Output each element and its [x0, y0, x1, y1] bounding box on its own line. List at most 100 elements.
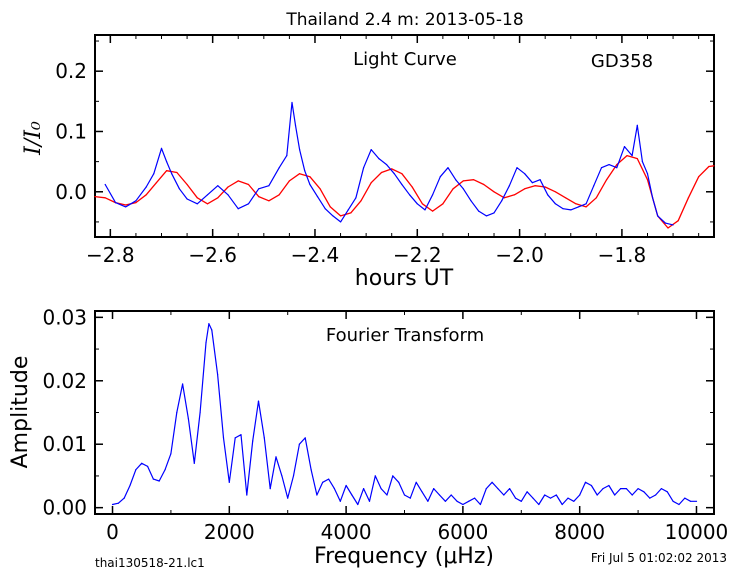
fit-point	[698, 176, 700, 178]
data-point	[393, 173, 395, 175]
data-point	[432, 194, 434, 196]
data-point	[205, 342, 207, 344]
fit-point	[319, 188, 321, 190]
data-point	[152, 478, 154, 480]
data-point	[339, 500, 341, 502]
data-point	[526, 491, 528, 493]
data-point	[478, 210, 480, 212]
data-point	[166, 161, 168, 163]
light-curve-title: Light Curve	[353, 49, 457, 70]
data-point	[268, 185, 270, 187]
data-point	[684, 497, 686, 499]
data-point	[211, 329, 213, 331]
data-point	[125, 206, 127, 208]
data-point	[263, 437, 265, 439]
data-point	[324, 208, 326, 210]
data-point	[164, 469, 166, 471]
data-point	[392, 475, 394, 477]
fit-point	[544, 186, 546, 188]
fit-point	[473, 179, 475, 181]
data-point	[409, 497, 411, 499]
x-tick-label: −2.8	[86, 243, 135, 267]
data-point	[186, 198, 188, 200]
fit-point	[616, 164, 618, 166]
data-point	[316, 196, 319, 198]
data-point	[501, 200, 503, 202]
data-point	[409, 194, 411, 196]
y-tick-label: 0.02	[42, 369, 87, 393]
data-point	[416, 203, 418, 205]
data-point	[596, 494, 598, 496]
data-point	[590, 484, 593, 487]
data-point	[114, 202, 117, 204]
data-point	[322, 481, 324, 483]
light-curve-panel: −2.8 −2.6 −2.4 −2.2 −2.0 −1.8 0.0 0.1 0.2 Light …	[21, 34, 715, 291]
data-point	[386, 164, 388, 166]
fourier-title: Fourier Transform	[326, 325, 484, 346]
data-point	[333, 488, 335, 490]
light-curve-x-label: hours UT	[355, 266, 454, 291]
data-point	[444, 500, 446, 502]
data-point	[206, 194, 209, 196]
data-point	[287, 497, 289, 499]
data-point	[474, 497, 476, 499]
fit-point	[227, 186, 229, 188]
data-point	[539, 179, 541, 181]
fit-point	[340, 215, 342, 217]
light-curve-data-series	[104, 101, 674, 226]
x-tick-label: 4000	[321, 520, 372, 544]
data-point	[584, 481, 587, 483]
data-point	[160, 147, 163, 149]
data-point	[363, 488, 365, 490]
data-point	[549, 497, 552, 499]
y-tick-label: 0.2	[55, 59, 87, 83]
data-point	[246, 494, 248, 496]
fit-point	[677, 220, 679, 222]
fit-point	[401, 173, 403, 175]
fit-point	[646, 179, 649, 181]
data-point	[171, 173, 173, 175]
fit-point	[513, 194, 516, 196]
fit-point	[206, 203, 209, 205]
data-point	[309, 183, 311, 186]
data-point	[217, 185, 219, 187]
y-tick-label: 0.1	[55, 119, 87, 143]
data-point	[672, 500, 674, 502]
data-point	[660, 488, 663, 490]
fit-point	[268, 200, 270, 202]
data-point	[643, 491, 645, 493]
data-point	[538, 503, 540, 506]
x-tick-label: −2.6	[188, 243, 237, 267]
data-point	[269, 488, 271, 490]
data-point	[228, 481, 230, 483]
data-point	[424, 209, 426, 211]
x-tick-label: 10000	[665, 520, 729, 544]
data-point	[304, 437, 306, 439]
data-point	[234, 437, 236, 439]
data-point	[620, 488, 622, 490]
y-tick-label: 0.0	[55, 180, 87, 204]
data-point	[520, 500, 522, 502]
data-point	[298, 443, 300, 445]
data-point	[328, 478, 330, 480]
data-point	[646, 173, 649, 175]
data-point	[123, 497, 125, 499]
data-point	[602, 488, 604, 490]
data-point	[561, 503, 563, 506]
data-point	[664, 222, 667, 224]
fit-point	[166, 170, 168, 172]
fourier-panel: 0 2000 4000 6000 8000 10000 0.00 0.01 0.02 0.03 F…	[8, 305, 728, 569]
data-point	[485, 215, 487, 217]
fit-point	[237, 180, 239, 182]
data-point	[104, 183, 106, 186]
fit-point	[421, 203, 423, 205]
x-tick-label: 8000	[554, 520, 605, 544]
fit-point	[606, 179, 608, 181]
data-point	[176, 411, 178, 414]
data-point	[378, 158, 380, 160]
data-point	[370, 149, 372, 151]
fit-point	[713, 165, 715, 167]
data-point	[111, 503, 114, 506]
data-point	[636, 124, 638, 126]
data-point	[493, 212, 495, 214]
